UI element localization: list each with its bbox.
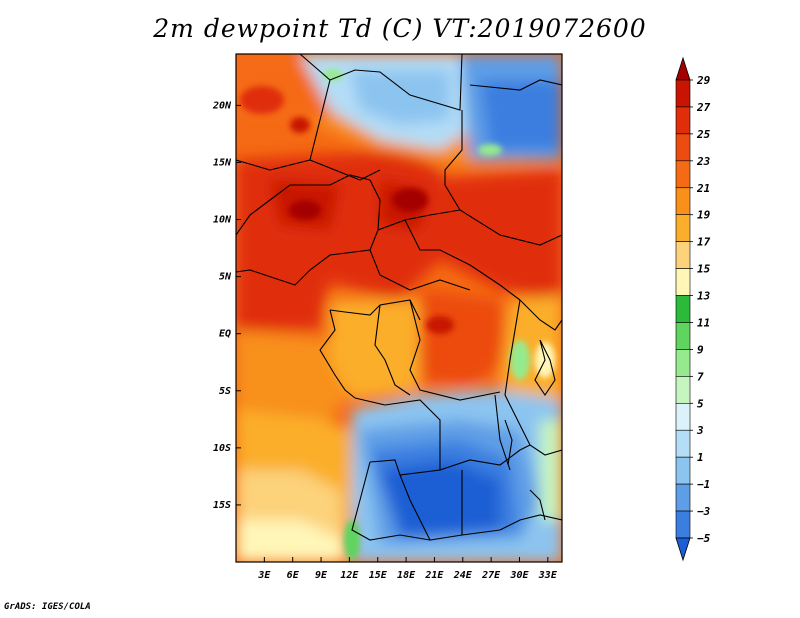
colorbar-label-12: 5 <box>697 397 704 410</box>
colorbar-label-4: 21 <box>696 182 710 195</box>
colorbar-top-arrow <box>675 56 691 81</box>
lon-tick-label-0: 3E <box>257 570 271 581</box>
colorbar-segment-17 <box>675 510 691 539</box>
latitude-axis: 20N 15N 10N 5N EQ 5S 10S 15S <box>212 100 241 511</box>
colorbar-label-11: 7 <box>697 370 704 383</box>
plot-title: 2m dewpoint Td (C) VT:2019072600 <box>153 14 647 43</box>
colorbar-label-9: 11 <box>697 316 710 329</box>
colorbar-label-2: 25 <box>696 128 711 141</box>
colorbar-segment-4 <box>675 160 691 189</box>
longitude-axis: 3E 6E 9E 12E 15E 18E 21E 24E 27E 30E 33E <box>257 557 558 581</box>
lon-tick-label-7: 24E <box>453 570 473 581</box>
lon-tick-label-6: 21E <box>424 570 444 581</box>
lon-tick-label-3: 12E <box>340 570 359 581</box>
colorbar-label-17: −5 <box>697 532 711 545</box>
colorbar-segment-8 <box>675 268 691 296</box>
lon-tick-label-4: 15E <box>369 570 388 581</box>
colorbar-label-14: 1 <box>697 451 704 464</box>
map-frame <box>235 53 563 563</box>
colorbar-segment-14 <box>675 429 691 458</box>
lat-tick-label-4: EQ <box>219 329 231 340</box>
colorbar-segment-9 <box>675 295 691 323</box>
lat-tick-label-2: 10N <box>213 215 232 226</box>
grads-credit: GrADS: IGES/COLA <box>4 602 91 612</box>
colorbar-label-5: 19 <box>697 209 711 222</box>
colorbar-segment-12 <box>675 376 691 404</box>
colorbar-segment-10 <box>675 322 691 350</box>
colorbar-label-0: 29 <box>696 74 711 87</box>
lon-tick-label-9: 30E <box>509 570 529 581</box>
lat-tick-label-0: 20N <box>212 100 232 111</box>
country-borders <box>236 54 562 541</box>
colorbar-segment-2 <box>675 106 691 135</box>
lon-tick-label-5: 18E <box>397 570 416 581</box>
lon-tick-label-2: 9E <box>315 570 328 581</box>
colorbar-bottom-arrow <box>675 537 691 562</box>
colorbar-label-8: 13 <box>697 290 711 303</box>
lat-tick-label-7: 15S <box>213 500 231 511</box>
colorbar-label-13: 3 <box>696 424 704 437</box>
lat-tick-label-6: 10S <box>213 443 231 454</box>
colorbar-label-7: 15 <box>697 263 711 276</box>
colorbar-label-16: −3 <box>697 505 711 518</box>
colorbar-segment-6 <box>675 214 691 242</box>
colorbar-label-6: 17 <box>697 236 711 249</box>
colorbar-segment-15 <box>675 456 691 485</box>
colorbar-segment-3 <box>675 133 691 162</box>
colorbar-label-3: 23 <box>696 155 711 168</box>
lat-tick-label-5: 5S <box>219 386 231 397</box>
dewpoint-map: 20N 15N 10N 5N EQ 5S 10S 15S 3E 6E 9E 12E 15E 18E 21E… <box>212 53 711 581</box>
dewpoint-field <box>236 54 562 562</box>
colorbar-label-10: 9 <box>697 343 704 356</box>
colorbar-label-15: −1 <box>697 478 710 491</box>
colorbar-label-1: 27 <box>696 101 711 114</box>
lon-tick-label-8: 27E <box>481 570 501 581</box>
lat-tick-label-1: 15N <box>213 157 232 168</box>
colorbar: 29 27 25 23 21 19 17 15 13 11 9 7 5 3 1 −1 −3 −5 <box>675 56 711 562</box>
colorbar-segment-7 <box>675 241 691 269</box>
lat-tick-label-3: 5N <box>219 272 232 283</box>
colorbar-segment-1 <box>675 79 691 108</box>
colorbar-segment-5 <box>675 187 691 216</box>
colorbar-segment-16 <box>675 483 691 512</box>
lon-tick-label-10: 33E <box>538 570 558 581</box>
colorbar-segment-13 <box>675 402 691 431</box>
lon-tick-label-1: 6E <box>287 570 300 581</box>
colorbar-segment-11 <box>675 349 691 377</box>
